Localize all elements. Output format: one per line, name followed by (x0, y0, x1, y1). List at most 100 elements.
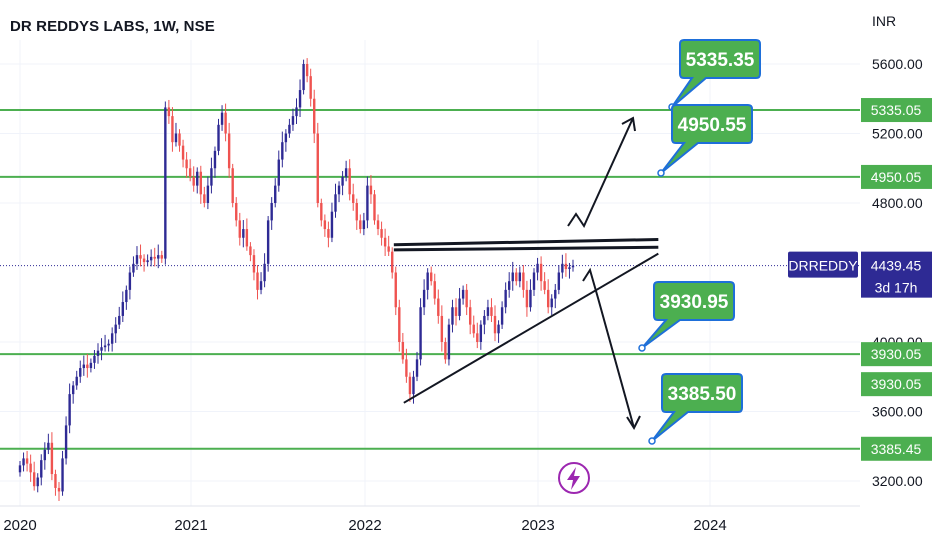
price-callouts: 5335.35 4950.55 3930.95 3385.50 (638, 39, 761, 445)
price-callout[interactable]: 3385.50 (648, 373, 743, 445)
candle-body (476, 333, 479, 342)
candle-body (391, 251, 394, 273)
candle-body (451, 307, 454, 325)
candle-body (107, 343, 110, 346)
price-callout[interactable]: 5335.35 (668, 39, 761, 111)
candle-body (196, 171, 199, 186)
candle-body (153, 256, 156, 259)
y-tick-label: 5200.00 (872, 126, 923, 142)
candle-body (132, 263, 135, 273)
callout-anchor (638, 344, 646, 352)
level-price-tag: 5335.05 (861, 98, 932, 123)
breakout-arrow[interactable] (567, 117, 634, 229)
level-tag-bg (861, 342, 932, 367)
candle-body (447, 324, 451, 360)
candle-body (362, 220, 366, 230)
candle-body (419, 307, 422, 360)
candle-body (334, 194, 337, 212)
candle-body (561, 263, 564, 273)
candle-body (493, 315, 497, 334)
candle-body (536, 263, 539, 273)
support-trendline[interactable] (403, 252, 659, 404)
candle-body (394, 272, 397, 308)
candle-body (29, 463, 32, 473)
candle-body (185, 159, 188, 169)
candle-body (164, 107, 167, 259)
callout-box (641, 281, 735, 349)
breakdown-arrow[interactable] (582, 267, 635, 429)
x-tick-label: 2021 (174, 517, 207, 534)
candle-body (238, 220, 241, 238)
level-tag-text: 3930.05 (871, 376, 922, 392)
candle-body (274, 185, 277, 203)
candle-body (86, 364, 89, 369)
candle-body (383, 237, 387, 247)
breakout-arrow-head (621, 116, 636, 132)
price-tag-bg (861, 251, 932, 298)
candle-body (348, 168, 351, 195)
resistance-line[interactable] (393, 245, 659, 252)
level-tag-bg (861, 98, 932, 123)
candle-body (110, 333, 114, 344)
candle-body (203, 194, 206, 203)
price-callout[interactable]: 3930.95 (638, 281, 735, 352)
price-axis: 5600.005200.004800.004000.003600.003200.… (861, 56, 932, 489)
level-price-tag: 3385.45 (861, 436, 932, 461)
callout-box (651, 373, 743, 442)
callout-text: 3385.50 (668, 384, 737, 405)
candle-body (40, 460, 43, 478)
x-tick-label: 2022 (348, 517, 381, 534)
candle-body (47, 442, 50, 450)
x-tick-label: 2023 (521, 517, 554, 534)
candle-body (337, 185, 341, 195)
candle-body (564, 263, 568, 270)
level-tag-bg (861, 164, 932, 189)
candle-body (302, 64, 305, 91)
candle-body (174, 133, 178, 143)
lightning-icon[interactable] (558, 462, 590, 494)
callout-anchor (657, 169, 665, 177)
candle-body (118, 315, 121, 325)
candle-body (515, 272, 518, 282)
candle-body (341, 176, 344, 186)
candle-body (252, 255, 256, 273)
candle-body (355, 203, 358, 221)
candle-body (557, 272, 561, 290)
candle-body (103, 345, 107, 348)
callout-box (660, 104, 753, 174)
candle-body (125, 289, 128, 303)
candle-body (50, 442, 54, 475)
candle-body (188, 168, 192, 177)
symbol-badge-bg[interactable] (788, 251, 858, 278)
candle-body (295, 107, 298, 117)
candle-body (284, 133, 288, 143)
candle-body (43, 449, 47, 461)
candle-body (57, 487, 61, 492)
candle-body (401, 342, 405, 360)
resistance-line[interactable] (393, 237, 659, 247)
candle-body (270, 203, 273, 221)
candle-body (146, 260, 149, 263)
breakdown-arrow-head (626, 415, 641, 431)
price-callout[interactable]: 4950.55 (657, 104, 753, 177)
candle-body (263, 263, 266, 282)
candle-body (554, 289, 557, 299)
candle-body (178, 133, 181, 146)
candle-body (479, 324, 483, 342)
candle-body (507, 281, 511, 290)
candle-body (316, 133, 319, 203)
candle-body (373, 194, 376, 221)
level-tag-text: 4950.05 (871, 169, 922, 185)
candle-body (408, 376, 412, 395)
x-tick-label: 2020 (3, 517, 36, 534)
y-tick-label: 3200.00 (872, 473, 923, 489)
candle-body (444, 342, 447, 360)
candle-body (511, 272, 514, 282)
candle-body (181, 145, 185, 160)
candle-body (231, 168, 234, 203)
candle-body (398, 307, 401, 342)
candle-body (93, 355, 96, 363)
candle-body (291, 116, 295, 125)
symbol-badge-text: DRREDDY (788, 258, 858, 274)
